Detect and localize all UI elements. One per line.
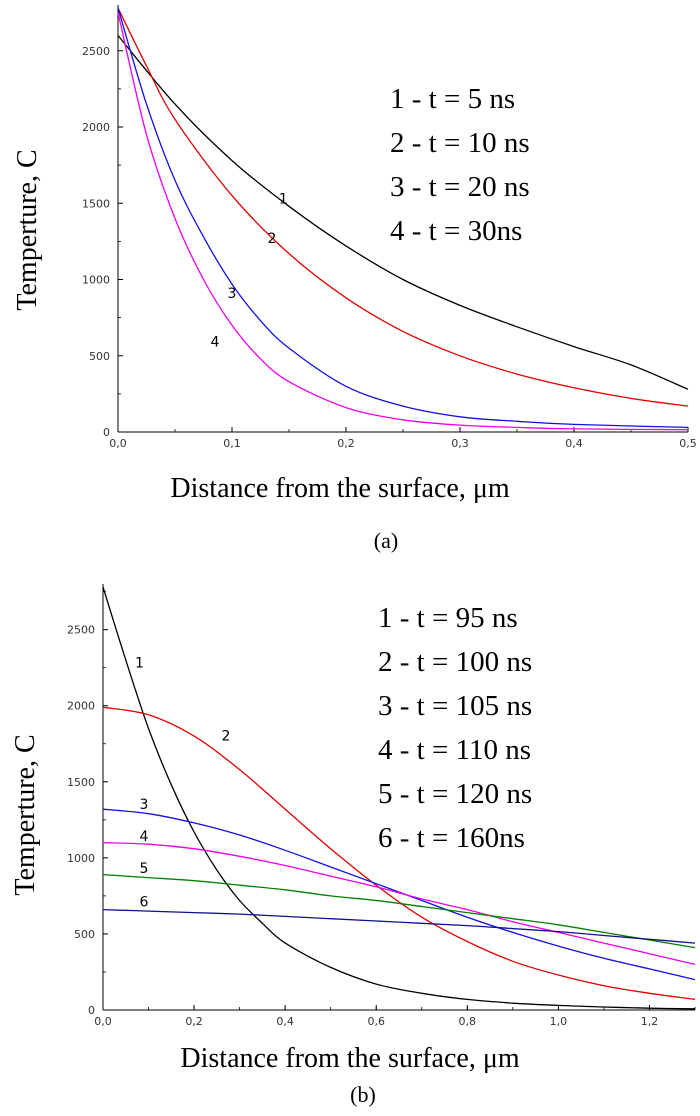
chart-a-y-tick-label: 1500: [82, 197, 110, 210]
chart-a-y-tick-label: 1000: [82, 274, 110, 287]
chart-a-legend-item: 2 - t = 10 ns: [390, 127, 530, 159]
chart-a-x-tick-label: 0,0: [109, 437, 127, 450]
chart-b-curve-label: 3: [140, 797, 149, 813]
chart-a-curve-label: 3: [228, 286, 237, 302]
chart-b-y-tick-label: 0: [88, 1004, 95, 1017]
chart-a-series-4-line: [117, 12, 689, 431]
chart-b-caption: (b): [350, 1082, 376, 1107]
chart-a-ylabel: Temperture, C: [12, 149, 43, 310]
chart-b-legend-item: 1 - t = 95 ns: [378, 602, 518, 634]
chart-a-series-1-line: [117, 35, 689, 390]
chart-b-series-3-line: [102, 808, 696, 981]
chart-b-x-tick-label: 1,2: [641, 1015, 659, 1028]
chart-b-legend-item: 2 - t = 100 ns: [378, 646, 532, 678]
chart-a-x-tick-label: 0,5: [679, 437, 697, 450]
chart-a-y-tick-label: 0: [103, 426, 110, 439]
chart-a-series-3-line: [117, 7, 689, 429]
chart-b-series-6-line: [102, 908, 696, 944]
chart-b-x-tick-label: 0,4: [276, 1015, 294, 1028]
chart-b: 0,0 0,2 0,4 0,6 0,8 1,0 1,2 0 500 1000 1500 2000 250…: [67, 584, 696, 1028]
chart-a-y-tick-label: 2000: [82, 121, 110, 134]
chart-b-legend-item: 3 - t = 105 ns: [378, 690, 532, 722]
chart-b-series-4-line: [102, 841, 696, 966]
chart-b-series-5-line: [102, 873, 696, 949]
chart-b-x-tick-label: 0,6: [367, 1015, 385, 1028]
chart-a-curve-label: 4: [210, 335, 219, 351]
chart-a-legend-item: 1 - t = 5 ns: [390, 83, 515, 115]
chart-a-series-2-line: [117, 7, 689, 407]
chart-a-y-tick-label: 2500: [82, 45, 110, 58]
chart-a-y-tick-label: 500: [89, 350, 110, 363]
chart-b-series-2-line: [102, 706, 696, 1001]
chart-b-curve-label: 4: [140, 829, 149, 845]
chart-a-caption: (a): [374, 528, 398, 553]
chart-b-x-tick-label: 0,2: [185, 1015, 203, 1028]
chart-a-x-tick-label: 0,2: [337, 437, 355, 450]
chart-b-curve-label: 5: [140, 861, 149, 877]
chart-b-curve-label: 1: [135, 656, 144, 672]
chart-a-xlabel: Distance from the surface, μm: [170, 473, 509, 504]
chart-b-y-tick-label: 2500: [67, 624, 95, 637]
chart-a-legend: 1 - t = 5 ns 2 - t = 10 ns 3 - t = 20 ns…: [390, 83, 530, 247]
chart-a-curve-label: 1: [279, 191, 288, 207]
chart-b-y-tick-label: 1500: [67, 776, 95, 789]
chart-b-legend-item: 6 - t = 160ns: [378, 822, 525, 854]
chart-b-x-tick-label: 0,0: [94, 1015, 112, 1028]
chart-b-curve-label: 6: [140, 895, 149, 911]
chart-a-curve-label: 2: [267, 231, 276, 247]
chart-a-x-tick-label: 0,3: [451, 437, 469, 450]
chart-b-y-tick-label: 1000: [67, 852, 95, 865]
chart-b-xlabel: Distance from the surface, μm: [180, 1043, 519, 1074]
chart-b-legend-item: 4 - t = 110 ns: [378, 734, 531, 766]
chart-b-y-tick-label: 500: [74, 928, 95, 941]
chart-b-curve-label: 2: [221, 729, 230, 745]
chart-b-legend-item: 5 - t = 120 ns: [378, 778, 532, 810]
chart-b-y-tick-label: 2000: [67, 700, 95, 713]
chart-b-x-tick-label: 1,0: [550, 1015, 568, 1028]
chart-b-legend: 1 - t = 95 ns 2 - t = 100 ns 3 - t = 105…: [378, 602, 532, 854]
chart-a-x-tick-label: 0,1: [223, 437, 241, 450]
chart-b-ylabel: Temperture, C: [10, 734, 41, 895]
chart-a-legend-item: 3 - t = 20 ns: [390, 171, 530, 203]
chart-b-series-1-line: [102, 586, 696, 1010]
chart-a-legend-item: 4 - t = 30ns: [390, 215, 522, 247]
chart-b-x-tick-label: 0,8: [459, 1015, 477, 1028]
plot-layer: 0,0 0,1 0,2 0,3 0,4 0,50500100015002000250012…: [67, 5, 697, 1028]
chart-a: 0,0 0,1 0,2 0,3 0,4 0,5 0 500 1000 1500 2000 2500 1 2…: [82, 5, 697, 450]
chart-a-x-tick-label: 0,4: [565, 437, 583, 450]
